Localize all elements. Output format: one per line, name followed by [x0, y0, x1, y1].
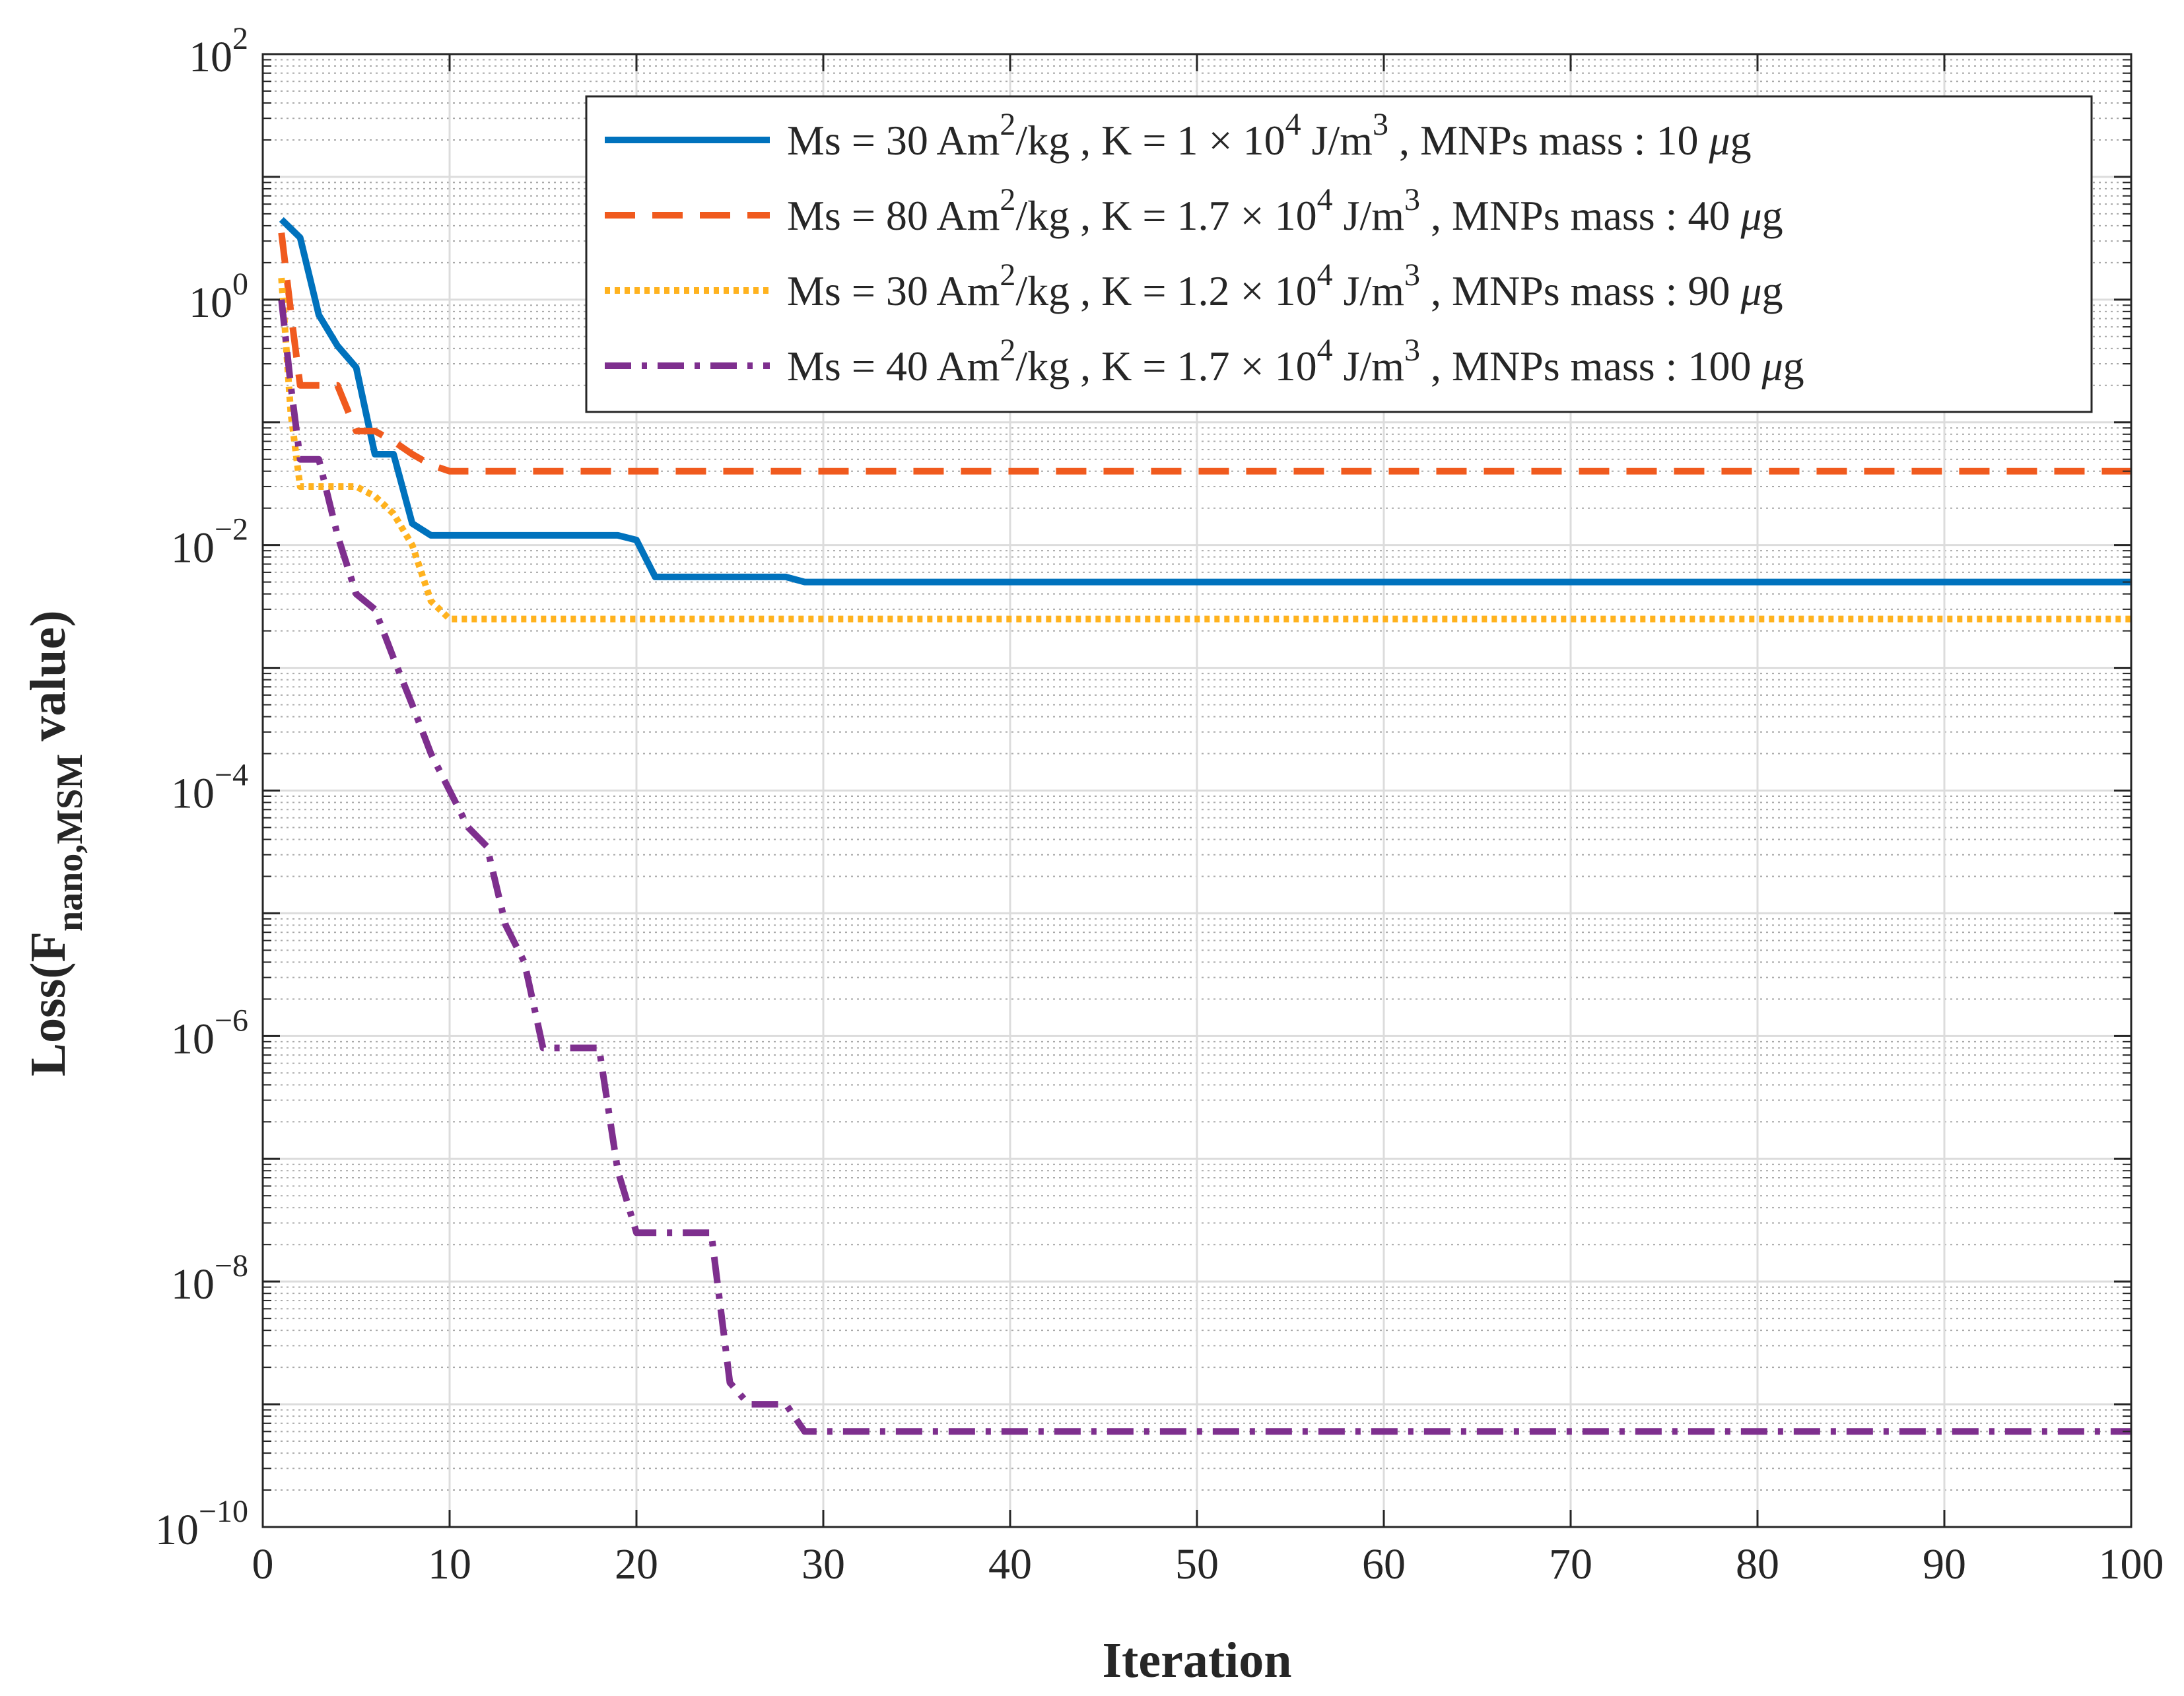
series-layer: [278, 217, 2131, 1435]
legend-box: [585, 95, 2093, 413]
y-axis-title-suffix: value): [20, 610, 76, 753]
y-tick-base: 10: [171, 1015, 215, 1063]
legend-label-part: , MNPs mass : 40: [1420, 192, 1740, 239]
y-tick-label: 100: [189, 267, 248, 327]
series-line-4: [278, 299, 2131, 1435]
legend-label-part: 3: [1404, 333, 1420, 368]
legend-label-part: Ms = 30 Am: [787, 117, 1000, 164]
y-tick-exponent: −10: [199, 1494, 248, 1529]
x-axis-title: Iteration: [1102, 1633, 1291, 1688]
axis-ticks: [261, 53, 2133, 1528]
y-tick-base: 10: [171, 524, 215, 572]
legend-label-part: g: [1783, 343, 1804, 390]
legend-label-part: /kg , K = 1 × 10: [1015, 117, 1285, 164]
legend-label-part: 4: [1317, 333, 1333, 368]
y-tick-label: 10−6: [171, 1003, 248, 1063]
legend-label-part: 3: [1373, 107, 1388, 142]
y-axis-title-prefix: Loss(F: [20, 932, 76, 1077]
legend-label-part: μ: [1761, 343, 1783, 390]
legend-label-part: , MNPs mass : 90: [1420, 267, 1740, 314]
legend-label-part: 3: [1404, 182, 1420, 217]
x-tick-label: 60: [1362, 1540, 1406, 1588]
y-tick-base: 10: [155, 1506, 199, 1554]
legend-label-part: Ms = 80 Am: [787, 192, 1000, 239]
legend-label-part: g: [1762, 192, 1783, 239]
x-tick-label: 70: [1549, 1540, 1592, 1588]
legend-label-part: , MNPs mass : 10: [1388, 117, 1709, 164]
x-tick-label: 90: [1923, 1540, 1966, 1588]
legend-label-part: , MNPs mass : 100: [1420, 343, 1761, 390]
x-tick-label: 40: [988, 1540, 1032, 1588]
y-tick-base: 10: [189, 279, 232, 327]
x-tick-label: 50: [1175, 1540, 1219, 1588]
x-tick-label: 30: [802, 1540, 845, 1588]
legend-label-part: J/m: [1301, 117, 1373, 164]
legend-label-part: 4: [1285, 107, 1301, 142]
x-tick-label: 100: [2099, 1540, 2164, 1588]
series-line-3: [278, 277, 2131, 623]
legend-label-3: Ms = 30 Am2/kg , K = 1.2 × 104 J/m3 , MN…: [787, 257, 1783, 314]
y-tick-exponent: −8: [215, 1248, 248, 1283]
legend-label-part: μ: [1740, 192, 1761, 239]
series-line-2: [278, 232, 2131, 475]
y-tick-exponent: −2: [215, 512, 248, 547]
legend-label-part: J/m: [1333, 192, 1404, 239]
x-tick-label: 10: [428, 1540, 471, 1588]
legend-label-4: Ms = 40 Am2/kg , K = 1.7 × 104 J/m3 , MN…: [787, 333, 1804, 390]
series-line-1: [279, 217, 2131, 586]
y-axis-title: Loss(Fnano,MSM value): [20, 610, 90, 1076]
y-tick-base: 10: [171, 770, 215, 818]
legend-label-part: 4: [1317, 257, 1333, 292]
y-tick-label: 10−8: [171, 1248, 248, 1308]
legend-label-part: 2: [1000, 257, 1015, 292]
y-tick-label: 102: [189, 21, 248, 81]
y-tick-exponent: −4: [215, 758, 248, 793]
y-tick-exponent: −6: [215, 1003, 248, 1038]
y-tick-base: 10: [189, 33, 232, 81]
legend-label-part: 2: [1000, 182, 1015, 217]
y-tick-label: 10−4: [171, 758, 248, 818]
legend-label-part: 3: [1404, 257, 1420, 292]
legend-label-part: Ms = 40 Am: [787, 343, 1000, 390]
x-tick-label: 80: [1736, 1540, 1779, 1588]
legend-label-part: /kg , K = 1.7 × 10: [1015, 192, 1316, 239]
legend-label-part: J/m: [1333, 343, 1404, 390]
legend-label-part: J/m: [1333, 267, 1404, 314]
legend-label-1: Ms = 30 Am2/kg , K = 1 × 104 J/m3 , MNPs…: [787, 107, 1752, 164]
legend-label-part: /kg , K = 1.7 × 10: [1015, 343, 1316, 390]
legend: Ms = 30 Am2/kg , K = 1 × 104 J/m3 , MNPs…: [585, 95, 2093, 413]
legend-label-part: /kg , K = 1.2 × 10: [1015, 267, 1316, 314]
legend-label-part: g: [1730, 117, 1752, 164]
legend-label-part: g: [1762, 267, 1783, 314]
legend-label-2: Ms = 80 Am2/kg , K = 1.7 × 104 J/m3 , MN…: [787, 182, 1783, 239]
y-axis-title-subscript: nano,MSM: [50, 754, 90, 932]
legend-label-part: 2: [1000, 333, 1015, 368]
legend-label-part: μ: [1740, 267, 1761, 314]
y-tick-label: 10−2: [171, 512, 248, 572]
x-tick-label: 20: [615, 1540, 658, 1588]
legend-label-part: 2: [1000, 107, 1015, 142]
y-tick-exponent: 2: [232, 21, 248, 56]
x-tick-label: 0: [252, 1540, 274, 1588]
legend-label-part: μ: [1708, 117, 1730, 164]
legend-label-part: 4: [1317, 182, 1333, 217]
x-tick-labels: 0 10 20 30 40 50 60 70 80 90 100: [252, 1540, 2164, 1588]
y-tick-label: 10−10: [155, 1494, 248, 1554]
y-tick-base: 10: [171, 1260, 215, 1308]
legend-label-part: Ms = 30 Am: [787, 267, 1000, 314]
y-tick-exponent: 0: [232, 267, 248, 302]
